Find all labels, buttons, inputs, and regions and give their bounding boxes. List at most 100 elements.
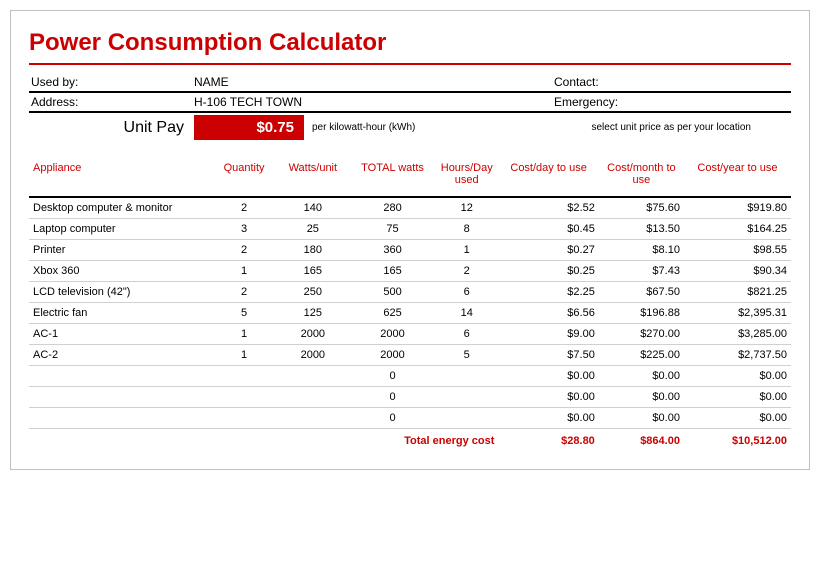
- cell-totalwatts: 0: [350, 366, 435, 387]
- cell-totalwatts: 0: [350, 387, 435, 408]
- col-totalwatts: TOTAL watts: [350, 158, 435, 197]
- cell-totalwatts: 280: [350, 197, 435, 219]
- cell-hoursday[interactable]: 14: [435, 303, 498, 324]
- cell-qty[interactable]: 2: [212, 282, 275, 303]
- cell-costday: $0.00: [498, 408, 598, 429]
- table-row: AC-11200020006$9.00$270.00$3,285.00: [29, 324, 791, 345]
- totals-year: $10,512.00: [684, 429, 791, 452]
- address-value[interactable]: H-106 TECH TOWN: [194, 95, 554, 109]
- cell-costmonth: $75.60: [599, 197, 684, 219]
- cell-costmonth: $7.43: [599, 261, 684, 282]
- cell-qty[interactable]: 2: [212, 197, 275, 219]
- contact-label: Contact:: [554, 75, 654, 89]
- cell-appliance[interactable]: AC-2: [29, 345, 212, 366]
- col-costday: Cost/day to use: [498, 158, 598, 197]
- table-row: AC-21200020005$7.50$225.00$2,737.50: [29, 345, 791, 366]
- cell-qty[interactable]: 2: [212, 240, 275, 261]
- cell-costyear: $2,737.50: [684, 345, 791, 366]
- cell-appliance[interactable]: Printer: [29, 240, 212, 261]
- usedby-value[interactable]: NAME: [194, 75, 554, 89]
- cell-qty[interactable]: [212, 366, 275, 387]
- cell-hoursday[interactable]: 12: [435, 197, 498, 219]
- cell-costday: $0.45: [498, 219, 598, 240]
- cell-appliance[interactable]: AC-1: [29, 324, 212, 345]
- cell-wattsunit[interactable]: 2000: [276, 324, 350, 345]
- cell-totalwatts: 165: [350, 261, 435, 282]
- title-divider: [29, 63, 791, 65]
- cell-totalwatts: 360: [350, 240, 435, 261]
- cell-costday: $0.25: [498, 261, 598, 282]
- cell-wattsunit[interactable]: 250: [276, 282, 350, 303]
- cell-qty[interactable]: 1: [212, 261, 275, 282]
- cell-hoursday[interactable]: 5: [435, 345, 498, 366]
- cell-qty[interactable]: [212, 387, 275, 408]
- col-appliance: Appliance: [29, 158, 212, 197]
- cell-hoursday[interactable]: [435, 366, 498, 387]
- cell-costyear: $90.34: [684, 261, 791, 282]
- cell-costyear: $98.55: [684, 240, 791, 261]
- cell-costmonth: $13.50: [599, 219, 684, 240]
- cell-costyear: $919.80: [684, 197, 791, 219]
- cell-costday: $0.27: [498, 240, 598, 261]
- cell-appliance[interactable]: Xbox 360: [29, 261, 212, 282]
- emergency-label: Emergency:: [554, 95, 654, 109]
- col-quantity: Quantity: [212, 158, 275, 197]
- table-row: Desktop computer & monitor214028012$2.52…: [29, 197, 791, 219]
- table-row: LCD television (42")22505006$2.25$67.50$…: [29, 282, 791, 303]
- cell-costday: $2.25: [498, 282, 598, 303]
- cell-costday: $6.56: [498, 303, 598, 324]
- cell-appliance[interactable]: [29, 408, 212, 429]
- cell-costmonth: $225.00: [599, 345, 684, 366]
- cell-qty[interactable]: 1: [212, 324, 275, 345]
- cell-wattsunit[interactable]: 2000: [276, 345, 350, 366]
- cell-costmonth: $0.00: [599, 408, 684, 429]
- cell-hoursday[interactable]: 2: [435, 261, 498, 282]
- col-wattsunit: Watts/unit: [276, 158, 350, 197]
- cell-qty[interactable]: [212, 408, 275, 429]
- cell-wattsunit[interactable]: 180: [276, 240, 350, 261]
- cell-costday: $0.00: [498, 387, 598, 408]
- cell-qty[interactable]: 5: [212, 303, 275, 324]
- unit-pay-value[interactable]: $0.75: [194, 115, 304, 140]
- cell-appliance[interactable]: [29, 387, 212, 408]
- cell-costmonth: $270.00: [599, 324, 684, 345]
- calculator-sheet: Power Consumption Calculator Used by: NA…: [10, 10, 810, 470]
- cell-costyear: $2,395.31: [684, 303, 791, 324]
- cell-qty[interactable]: 1: [212, 345, 275, 366]
- cell-hoursday[interactable]: 8: [435, 219, 498, 240]
- cell-wattsunit[interactable]: [276, 387, 350, 408]
- cell-totalwatts: 500: [350, 282, 435, 303]
- unit-pay-suffix: per kilowatt-hour (kWh): [304, 122, 415, 133]
- cell-hoursday[interactable]: 1: [435, 240, 498, 261]
- cell-costmonth: $0.00: [599, 387, 684, 408]
- cell-hoursday[interactable]: 6: [435, 282, 498, 303]
- appliance-table: Appliance Quantity Watts/unit TOTAL watt…: [29, 158, 791, 451]
- usedby-label: Used by:: [29, 75, 194, 89]
- cell-hoursday[interactable]: 6: [435, 324, 498, 345]
- col-costyear: Cost/year to use: [684, 158, 791, 197]
- cell-wattsunit[interactable]: 25: [276, 219, 350, 240]
- cell-costyear: $0.00: [684, 408, 791, 429]
- cell-wattsunit[interactable]: 140: [276, 197, 350, 219]
- cell-hoursday[interactable]: [435, 408, 498, 429]
- cell-appliance[interactable]: Laptop computer: [29, 219, 212, 240]
- cell-wattsunit[interactable]: 165: [276, 261, 350, 282]
- cell-wattsunit[interactable]: [276, 366, 350, 387]
- totals-month: $864.00: [599, 429, 684, 452]
- cell-qty[interactable]: 3: [212, 219, 275, 240]
- totals-label: Total energy cost: [29, 429, 498, 452]
- cell-appliance[interactable]: Electric fan: [29, 303, 212, 324]
- cell-appliance[interactable]: [29, 366, 212, 387]
- cell-hoursday[interactable]: [435, 387, 498, 408]
- cell-costday: $9.00: [498, 324, 598, 345]
- cell-totalwatts: 625: [350, 303, 435, 324]
- table-row: Xbox 36011651652$0.25$7.43$90.34: [29, 261, 791, 282]
- cell-wattsunit[interactable]: [276, 408, 350, 429]
- page-title: Power Consumption Calculator: [29, 29, 791, 63]
- cell-costmonth: $8.10: [599, 240, 684, 261]
- cell-totalwatts: 75: [350, 219, 435, 240]
- cell-appliance[interactable]: Desktop computer & monitor: [29, 197, 212, 219]
- cell-costmonth: $0.00: [599, 366, 684, 387]
- cell-appliance[interactable]: LCD television (42"): [29, 282, 212, 303]
- cell-wattsunit[interactable]: 125: [276, 303, 350, 324]
